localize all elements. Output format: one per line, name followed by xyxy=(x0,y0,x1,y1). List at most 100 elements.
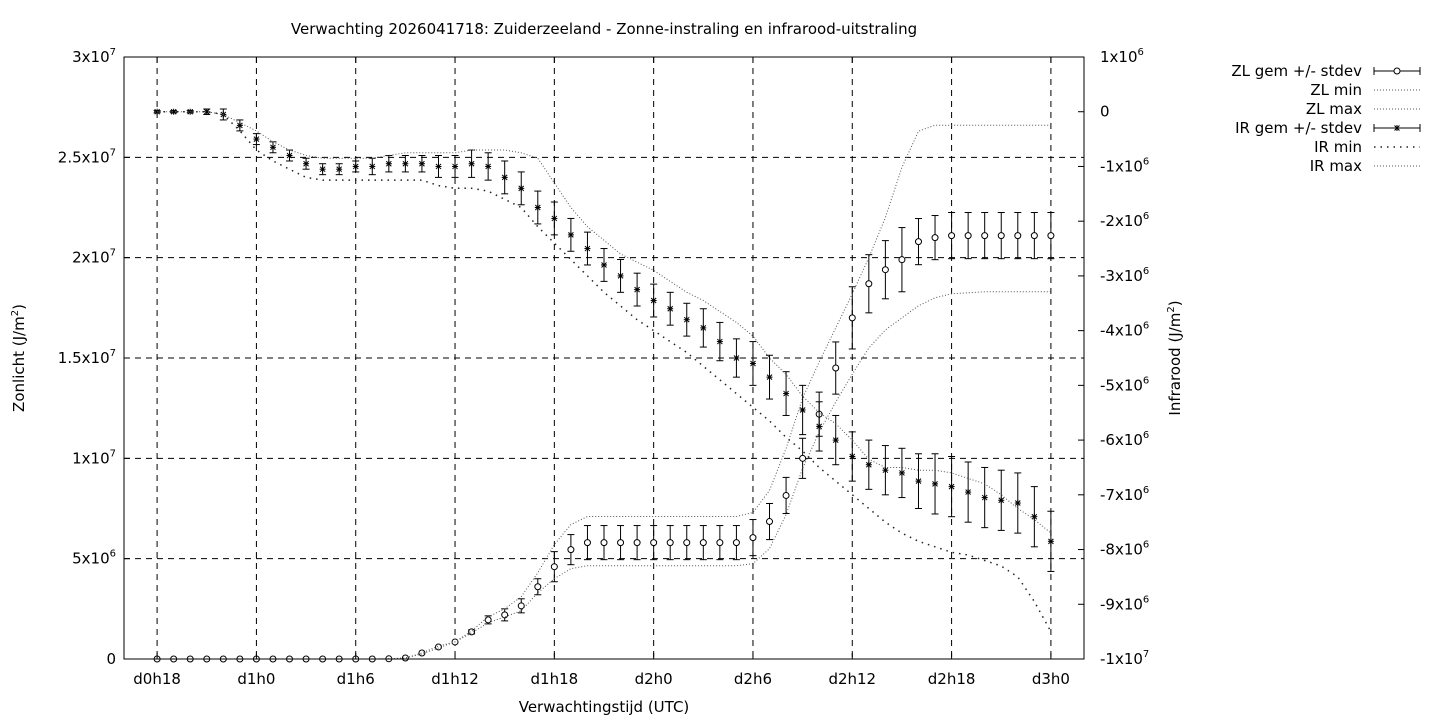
series-zl-min xyxy=(157,291,1051,660)
data-point-stroke xyxy=(932,481,938,487)
data-point xyxy=(617,539,625,547)
x-tick-label: d1h18 xyxy=(531,670,579,688)
legend-marker xyxy=(1394,125,1400,131)
y-left-tick-label: 0 xyxy=(106,650,116,668)
legend-item: IR min xyxy=(1314,138,1420,156)
x-tick-label: d2h0 xyxy=(635,670,673,688)
data-point xyxy=(683,316,690,323)
data-point-stroke xyxy=(733,355,740,361)
data-point-stroke xyxy=(203,108,210,115)
data-point xyxy=(700,324,707,331)
y-left-tick-label: 1.5x107 xyxy=(58,348,116,367)
y-right-tick-label: 0 xyxy=(1100,103,1110,121)
y-right-tick-label: -5x106 xyxy=(1100,375,1149,394)
data-point-stroke xyxy=(435,163,442,170)
data-point-stroke xyxy=(683,316,690,323)
data-point-stroke xyxy=(1031,513,1038,520)
legend-label: IR min xyxy=(1314,138,1362,156)
data-point-stroke xyxy=(286,152,293,159)
data-point xyxy=(567,546,575,554)
data-point-stroke xyxy=(601,262,607,268)
data-point-stroke xyxy=(501,174,508,181)
data-point-stroke xyxy=(717,338,723,345)
data-point xyxy=(418,160,425,167)
data-point xyxy=(650,539,658,547)
data-point xyxy=(600,539,608,547)
data-point-stroke xyxy=(849,453,856,460)
data-point-stroke xyxy=(783,390,789,397)
data-point-stroke xyxy=(617,273,624,279)
data-point xyxy=(1031,513,1038,520)
x-tick-label: d1h0 xyxy=(237,670,275,688)
y-axis-left: 0 5x106 1x107 1.5x107 2x107 2.5x107 3x107 xyxy=(58,47,130,668)
legend-marker xyxy=(1393,67,1401,75)
y-right-tick-label: -1x107 xyxy=(1100,649,1149,668)
x-axis-label: Verwachtingstijd (UTC) xyxy=(519,698,690,716)
data-point-stroke xyxy=(948,483,955,490)
data-point xyxy=(848,314,856,322)
data-point xyxy=(882,467,889,474)
y-right-tick-label: -2x106 xyxy=(1100,211,1149,230)
data-point-stroke xyxy=(1048,538,1054,545)
data-point xyxy=(965,489,972,496)
legend-label: ZL gem +/- stdev xyxy=(1231,62,1362,80)
data-point xyxy=(385,160,392,167)
data-point xyxy=(733,355,740,361)
y-left-tick-label: 1x107 xyxy=(72,448,116,467)
data-point xyxy=(997,232,1005,240)
data-point xyxy=(981,494,988,501)
data-point-stroke xyxy=(750,360,756,367)
data-point-stroke xyxy=(766,374,773,381)
legend-item: ZL gem +/- stdev xyxy=(1231,62,1421,80)
data-point xyxy=(981,232,989,240)
data-point-stroke xyxy=(303,160,309,167)
data-point xyxy=(286,152,293,159)
data-point xyxy=(435,163,442,170)
legend-item: IR gem +/- stdev xyxy=(1235,119,1421,137)
legend-marker-stroke xyxy=(1394,125,1400,131)
x-tick-label: d1h6 xyxy=(337,670,375,688)
data-point-stroke xyxy=(485,163,491,170)
data-point-stroke xyxy=(237,122,243,129)
x-tick-label: d2h18 xyxy=(928,670,976,688)
y-left-tick-label: 2x107 xyxy=(72,248,116,267)
data-point-stroke xyxy=(534,204,541,211)
data-point-stroke xyxy=(865,461,872,468)
data-point xyxy=(517,602,525,610)
data-point xyxy=(501,611,509,619)
y-axis-label-left: Zonlicht (J/m2) xyxy=(10,304,28,412)
data-point xyxy=(799,454,807,462)
data-point xyxy=(683,539,691,547)
y-right-tick-label: -4x106 xyxy=(1100,321,1149,340)
x-tick-label: d0h18 xyxy=(133,670,181,688)
data-point-stroke xyxy=(452,163,458,170)
data-point xyxy=(749,534,757,542)
data-point xyxy=(650,297,657,304)
grid-lines xyxy=(124,57,1084,659)
series-ir-gem-stdev xyxy=(153,108,1055,572)
data-point-stroke xyxy=(832,437,839,443)
data-point xyxy=(964,232,972,240)
y-right-tick-label: 1x106 xyxy=(1100,47,1144,66)
data-point-stroke xyxy=(700,325,707,331)
y-left-tick-label: 2.5x107 xyxy=(58,147,116,166)
legend-label: IR gem +/- stdev xyxy=(1235,119,1362,137)
data-point-stroke xyxy=(799,407,806,413)
series-zl-max xyxy=(157,124,1051,660)
y-right-tick-label: -9x106 xyxy=(1100,594,1149,613)
data-point-stroke xyxy=(385,160,392,167)
data-point xyxy=(584,245,591,252)
series-ir-max xyxy=(157,111,1052,534)
data-point xyxy=(1047,232,1055,240)
data-point xyxy=(865,280,873,288)
chart-title: Verwachting 2026041718: Zuiderzeeland - … xyxy=(291,20,917,38)
series-zl-gem-stdev xyxy=(153,212,1055,663)
data-point xyxy=(634,286,641,293)
data-point xyxy=(666,539,674,547)
data-point xyxy=(303,160,310,167)
y-right-tick-label: -8x106 xyxy=(1100,540,1149,559)
data-point xyxy=(799,406,806,413)
legend-item: ZL min xyxy=(1310,81,1420,99)
